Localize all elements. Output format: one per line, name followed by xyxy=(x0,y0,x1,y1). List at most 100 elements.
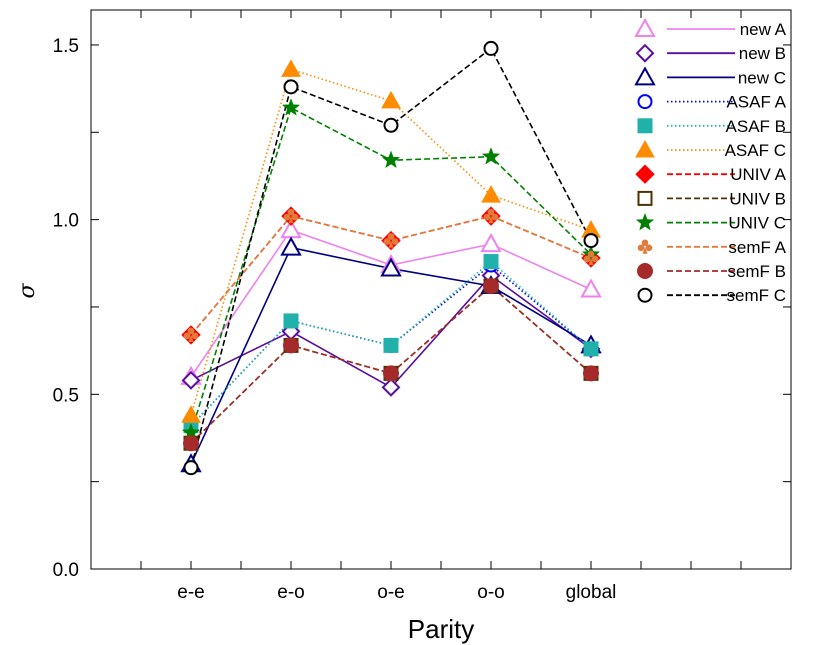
data-point-asaf-c-o-e xyxy=(381,90,401,109)
club-lobe xyxy=(287,208,295,216)
legend: new A new B new C ASAF A ASAF B ASAF C UNIV A U… xyxy=(634,17,787,305)
y-tick-label: 1.0 xyxy=(53,211,79,232)
legend-label-univ-a: UNIV A xyxy=(730,165,786,184)
data-point-semf-b-e-o xyxy=(283,337,299,354)
data-point-semf-a-o-o xyxy=(483,208,499,224)
legend-item-semf-a: semF A xyxy=(637,238,787,257)
x-axis-title: Parity xyxy=(408,614,474,644)
plot-frame xyxy=(90,9,792,570)
legend-marker-semf-c xyxy=(637,287,653,303)
club-lobe xyxy=(383,238,391,245)
series-points-semf-a xyxy=(183,208,599,342)
data-point-semf-b-e-e xyxy=(183,435,199,452)
data-point-semf-a-e-e xyxy=(183,327,199,342)
y-axis-title: σ xyxy=(15,283,40,299)
legend-item-univ-b: UNIV B xyxy=(637,189,786,208)
legend-item-semf-c: semF C xyxy=(637,286,787,305)
legend-marker-asaf-c xyxy=(635,139,655,158)
club-lobe xyxy=(491,213,499,221)
y-tick-label: 1.5 xyxy=(53,36,79,57)
club-stem xyxy=(188,334,194,342)
club-lobe xyxy=(587,250,595,258)
legend-label-new-b: new B xyxy=(739,44,786,63)
data-point-new-c-e-o xyxy=(280,236,302,256)
club-lobe xyxy=(637,244,645,252)
club-stem xyxy=(488,216,494,224)
legend-label-univ-b: UNIV B xyxy=(729,189,786,208)
legend-marker-new-a xyxy=(634,17,656,37)
series-line-asaf-b xyxy=(190,260,592,427)
series-layer xyxy=(180,40,602,476)
series-points-asaf-c xyxy=(181,59,601,423)
club-lobe xyxy=(183,332,191,340)
data-point-asaf-b-e-o xyxy=(283,313,299,329)
data-point-semf-b-o-e xyxy=(383,365,399,382)
club-lobe xyxy=(591,255,599,263)
legend-item-asaf-b: ASAF B xyxy=(637,117,786,136)
legend-marker-univ-a xyxy=(635,164,655,184)
club-stem xyxy=(642,246,648,254)
legend-label-new-a: new A xyxy=(740,20,787,39)
legend-marker-new-c xyxy=(634,66,656,86)
x-tick-label-o-e: o-e xyxy=(377,582,404,603)
data-point-semf-c-global xyxy=(583,233,599,249)
legend-item-univ-c: UNIV C xyxy=(635,212,786,233)
legend-marker-semf-b xyxy=(637,263,653,279)
club-stem xyxy=(388,240,394,248)
y-tick-label: 0.0 xyxy=(53,560,79,581)
club-lobe xyxy=(641,239,649,247)
club-lobe xyxy=(387,233,395,240)
data-point-new-a-global xyxy=(580,278,602,298)
series-line-semf-a xyxy=(190,215,592,336)
data-point-semf-c-o-e xyxy=(383,117,399,133)
data-point-semf-c-o-o xyxy=(483,40,499,56)
legend-label-semf-a: semF A xyxy=(728,238,786,257)
club-lobe xyxy=(283,213,291,221)
data-point-asaf-b-o-o xyxy=(483,254,499,270)
y-tick-label: 0.5 xyxy=(53,385,79,406)
data-point-univ-c-e-o xyxy=(281,98,301,116)
data-point-semf-c-e-o xyxy=(283,79,299,95)
x-tick-labels: e-e e-o o-e o-o global xyxy=(177,582,616,603)
club-lobe xyxy=(291,213,299,221)
legend-marker-new-b xyxy=(635,43,655,63)
data-point-asaf-c-o-o xyxy=(481,185,501,203)
legend-marker-asaf-b xyxy=(637,118,653,134)
data-point-semf-c-e-e xyxy=(183,460,199,476)
club-stem xyxy=(588,258,594,266)
legend-marker-asaf-a xyxy=(637,94,653,110)
club-stem xyxy=(288,216,294,224)
legend-item-new-b: new B xyxy=(635,43,786,63)
legend-label-asaf-c: ASAF C xyxy=(725,141,786,160)
data-point-asaf-b-o-e xyxy=(383,337,399,353)
club-lobe xyxy=(187,327,195,335)
data-point-semf-a-o-e xyxy=(383,233,399,248)
x-tick-label-o-o: o-o xyxy=(477,582,504,603)
legend-label-asaf-b: ASAF B xyxy=(726,117,786,136)
legend-label-semf-c: semF C xyxy=(727,286,787,305)
legend-marker-semf-a xyxy=(637,239,653,254)
legend-item-asaf-c: ASAF C xyxy=(635,139,786,160)
data-point-new-a-o-o xyxy=(480,233,502,253)
axis-ticks xyxy=(90,10,792,570)
series-line-new-a xyxy=(190,229,592,378)
series-points-semf-c xyxy=(183,40,599,476)
club-lobe xyxy=(191,332,199,340)
series-markers xyxy=(180,40,602,476)
legend-item-semf-b: semF B xyxy=(637,262,786,281)
x-tick-label-e-o: e-o xyxy=(277,582,304,603)
data-point-semf-b-o-o xyxy=(483,278,499,295)
data-point-semf-a-global xyxy=(583,250,599,266)
data-point-semf-b-global xyxy=(583,365,599,382)
x-tick-label-global: global xyxy=(566,582,617,603)
legend-label-asaf-a: ASAF A xyxy=(726,93,786,112)
legend-label-new-c: new C xyxy=(738,68,786,87)
club-lobe xyxy=(487,208,495,216)
data-point-semf-a-e-o xyxy=(283,208,299,224)
legend-item-new-c: new C xyxy=(634,66,786,87)
data-point-new-b-o-e xyxy=(381,377,401,397)
data-point-univ-c-o-e xyxy=(381,150,401,169)
club-lobe xyxy=(391,238,399,245)
data-point-asaf-c-e-o xyxy=(281,59,301,77)
club-lobe xyxy=(645,244,653,252)
